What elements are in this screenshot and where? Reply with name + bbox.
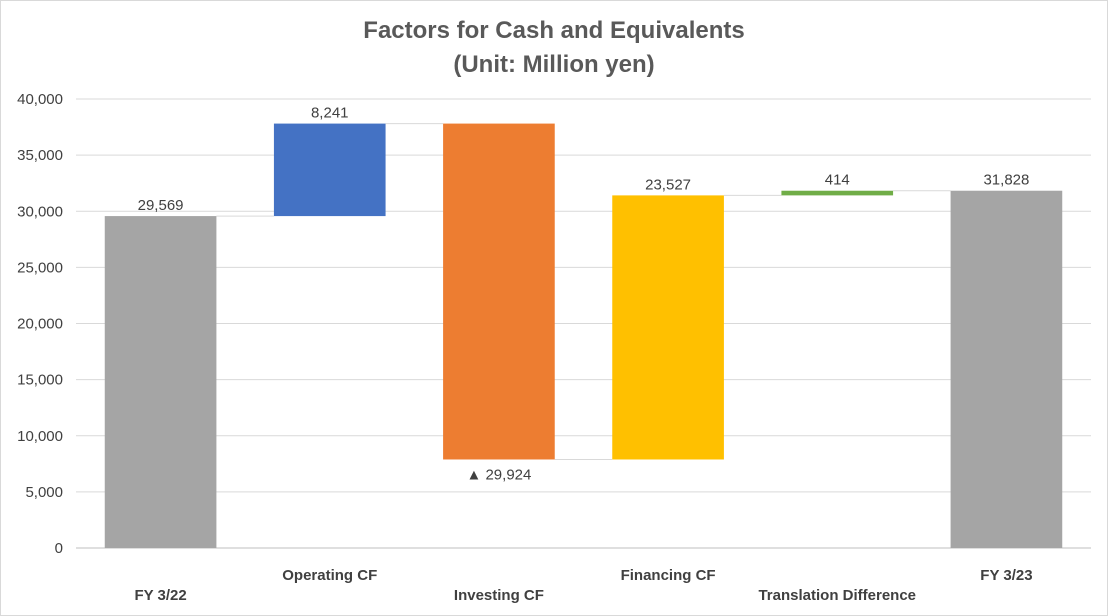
gridlines: [76, 98, 1091, 549]
y-tick-label: 15,000: [17, 372, 63, 389]
x-axis-categories: FY 3/22 Operating CF Investing CF Financing…: [134, 567, 1032, 604]
x-category-label: Financing CF: [621, 567, 716, 584]
data-label: ▲ 29,924: [466, 466, 531, 483]
data-label: 23,527: [645, 176, 691, 193]
data-label: 31,828: [983, 172, 1029, 189]
y-tick-label: 25,000: [17, 259, 63, 276]
y-tick-label: 5,000: [25, 484, 63, 501]
x-category-label: FY 3/23: [980, 567, 1032, 584]
bar: [443, 123, 555, 460]
data-label: 414: [825, 172, 850, 189]
y-axis-ticks: 0 5,000 10,000 15,000 20,000 25,000 30,000 35,0…: [17, 91, 63, 557]
bar: [273, 123, 386, 217]
x-category-label: Investing CF: [454, 587, 544, 604]
y-tick-label: 30,000: [17, 203, 63, 220]
bar: [781, 190, 894, 196]
bar: [950, 190, 1063, 548]
x-category-label: Operating CF: [282, 567, 377, 584]
x-category-label: Translation Difference: [758, 587, 916, 604]
bar: [104, 216, 217, 548]
y-tick-label: 35,000: [17, 147, 63, 164]
y-tick-label: 20,000: [17, 316, 63, 333]
chart-subtitle: (Unit: Million yen): [453, 51, 654, 78]
connector-lines: [216, 123, 951, 460]
x-category-label: FY 3/22: [134, 587, 186, 604]
data-label: 8,241: [311, 105, 349, 122]
bars: [104, 123, 1063, 548]
data-labels: 29,569 8,241 ▲ 29,924 23,527 414 31,828: [138, 105, 1030, 484]
y-tick-label: 40,000: [17, 91, 63, 108]
bar: [612, 195, 724, 460]
data-label: 29,569: [138, 197, 184, 214]
y-tick-label: 10,000: [17, 428, 63, 445]
y-tick-label: 0: [55, 540, 63, 557]
chart-title: Factors for Cash and Equivalents: [363, 17, 744, 44]
